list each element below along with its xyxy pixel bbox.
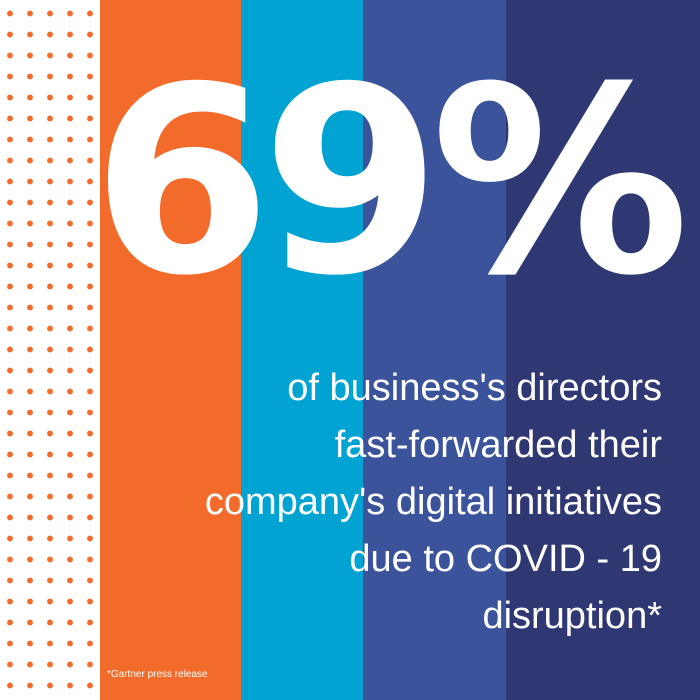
stripe-blue <box>363 0 506 700</box>
big-percentage: 69% <box>92 32 690 332</box>
source-footnote: *Gartner press release <box>107 669 208 680</box>
stripe-cyan <box>241 0 363 700</box>
caption-line: company's digital initiatives <box>204 481 662 523</box>
dot-pattern <box>0 0 100 700</box>
caption-line: fast-forwarded their <box>334 424 662 466</box>
caption-line: of business's directors <box>287 367 662 409</box>
stripe-orange <box>100 0 241 700</box>
caption-line: due to COVID - 19 <box>349 538 662 580</box>
stripe-navy <box>506 0 700 700</box>
stat-caption: of business's directors fast-forwarded t… <box>82 360 662 645</box>
caption-line: disruption* <box>482 595 662 637</box>
